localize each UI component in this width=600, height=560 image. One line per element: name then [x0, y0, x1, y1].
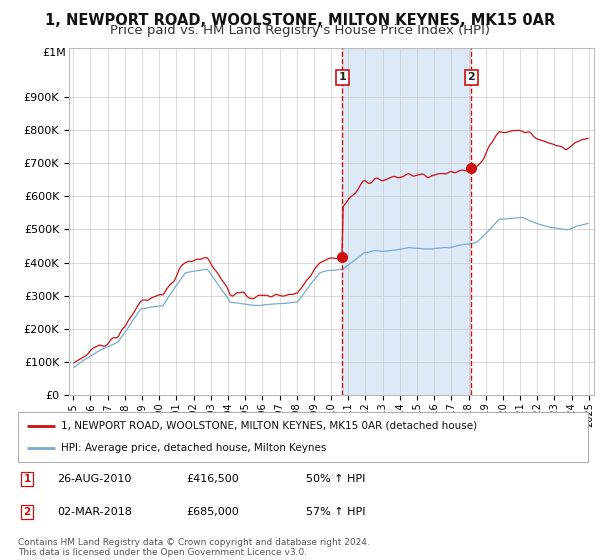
- Text: 50% ↑ HPI: 50% ↑ HPI: [306, 474, 365, 484]
- Text: 1, NEWPORT ROAD, WOOLSTONE, MILTON KEYNES, MK15 0AR: 1, NEWPORT ROAD, WOOLSTONE, MILTON KEYNE…: [45, 13, 555, 28]
- Text: £685,000: £685,000: [186, 507, 239, 517]
- Text: 1, NEWPORT ROAD, WOOLSTONE, MILTON KEYNES, MK15 0AR (detached house): 1, NEWPORT ROAD, WOOLSTONE, MILTON KEYNE…: [61, 421, 477, 431]
- Text: 1: 1: [23, 474, 31, 484]
- Text: 57% ↑ HPI: 57% ↑ HPI: [306, 507, 365, 517]
- Text: £416,500: £416,500: [186, 474, 239, 484]
- Bar: [342, 48, 472, 395]
- Text: 26-AUG-2010: 26-AUG-2010: [57, 474, 131, 484]
- Text: Price paid vs. HM Land Registry's House Price Index (HPI): Price paid vs. HM Land Registry's House …: [110, 24, 490, 37]
- Text: 2: 2: [23, 507, 31, 517]
- Text: HPI: Average price, detached house, Milton Keynes: HPI: Average price, detached house, Milt…: [61, 443, 326, 453]
- Text: 02-MAR-2018: 02-MAR-2018: [57, 507, 132, 517]
- Text: 1: 1: [338, 72, 346, 82]
- Text: Contains HM Land Registry data © Crown copyright and database right 2024.
This d: Contains HM Land Registry data © Crown c…: [18, 538, 370, 557]
- Text: 2: 2: [467, 72, 475, 82]
- Text: £1M: £1M: [43, 48, 67, 58]
